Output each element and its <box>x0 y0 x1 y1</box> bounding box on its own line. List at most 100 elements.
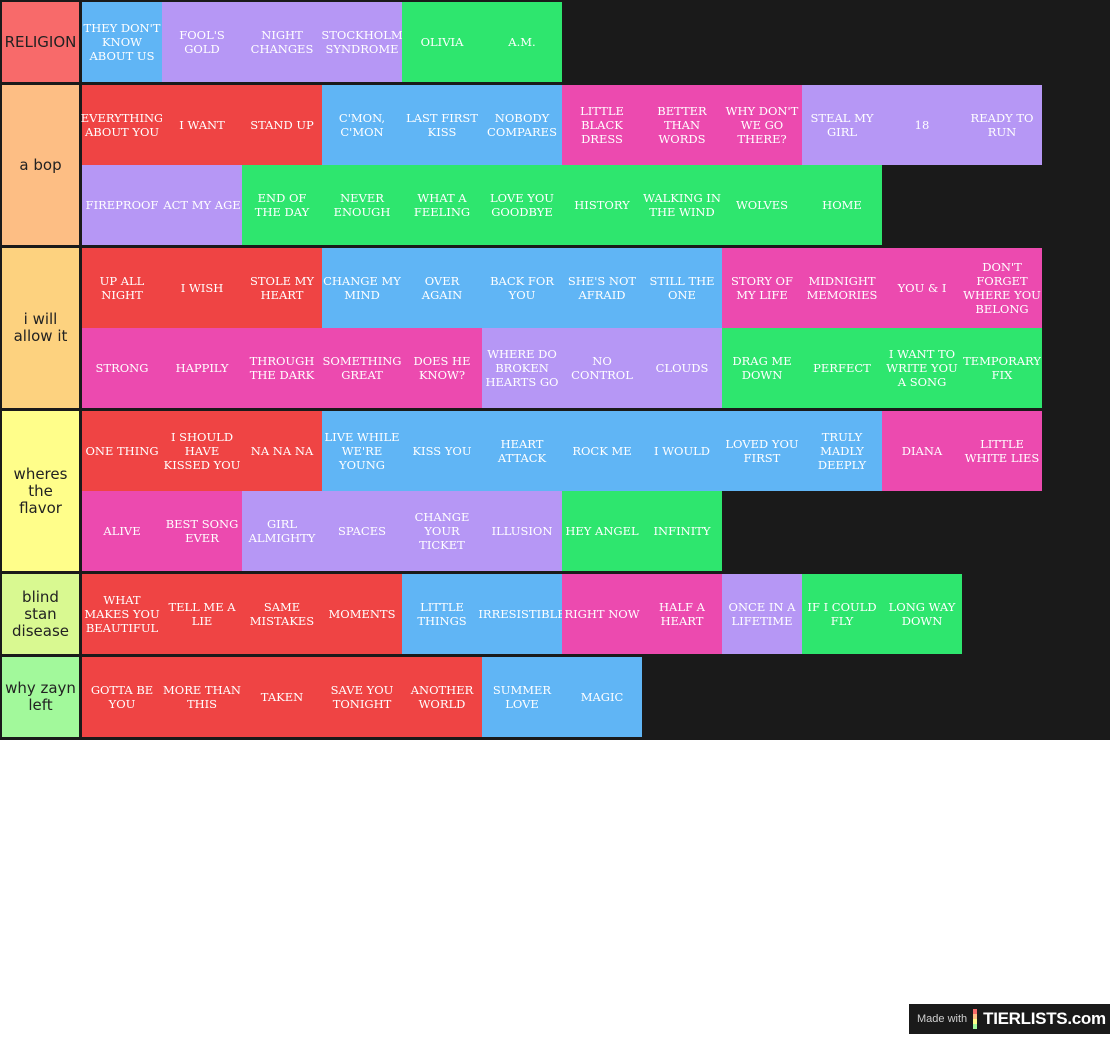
tier-item[interactable]: ILLUSION <box>482 491 562 571</box>
tier-label[interactable]: why zayn left <box>0 657 82 737</box>
tier-item[interactable]: LIVE WHILE WE'RE YOUNG <box>322 411 402 491</box>
tier-item[interactable]: LOVED YOU FIRST <box>722 411 802 491</box>
tier-item[interactable]: WHY DON'T WE GO THERE? <box>722 85 802 165</box>
tier-item[interactable]: HEART ATTACK <box>482 411 562 491</box>
tier-item[interactable]: OLIVIA <box>402 2 482 82</box>
tier-item[interactable]: FOOL'S GOLD <box>162 2 242 82</box>
tier-item[interactable]: MIDNIGHT MEMORIES <box>802 248 882 328</box>
tier-item[interactable]: LONG WAY DOWN <box>882 574 962 654</box>
tier-item[interactable]: DRAG ME DOWN <box>722 328 802 408</box>
tier-item[interactable]: MOMENTS <box>322 574 402 654</box>
tier-item[interactable]: ONCE IN A LIFETIME <box>722 574 802 654</box>
tier-item[interactable]: FIREPROOF <box>82 165 162 245</box>
tier-item[interactable]: IRRESISTIBLE <box>478 574 566 654</box>
tier-item[interactable]: A.M. <box>482 2 562 82</box>
tier-item[interactable]: CLOUDS <box>642 328 722 408</box>
tier-list: RELIGION THEY DON'T KNOW ABOUT US FOOL'S G… <box>0 0 1110 740</box>
tier-item[interactable]: LOVE YOU GOODBYE <box>482 165 562 245</box>
tier-item[interactable]: WHERE DO BROKEN HEARTS GO <box>482 328 562 408</box>
tier-item[interactable]: C'MON, C'MON <box>322 85 402 165</box>
tier-label[interactable]: i will allow it <box>0 248 82 408</box>
tier-item[interactable]: LITTLE WHITE LIES <box>962 411 1042 491</box>
tier-item[interactable]: END OF THE DAY <box>242 165 322 245</box>
tier-item[interactable]: ANOTHER WORLD <box>402 657 482 737</box>
tier-item[interactable]: I WANT TO WRITE YOU A SONG <box>882 328 962 408</box>
tier-item[interactable]: OVER AGAIN <box>402 248 482 328</box>
tier-item[interactable]: IF I COULD FLY <box>802 574 882 654</box>
tier-item[interactable]: SOMETHING GREAT <box>322 328 402 408</box>
tier-item[interactable]: NEVER ENOUGH <box>322 165 402 245</box>
tier-item[interactable]: WHAT MAKES YOU BEAUTIFUL <box>82 574 162 654</box>
tier-item[interactable]: KISS YOU <box>402 411 482 491</box>
tier-item[interactable]: THEY DON'T KNOW ABOUT US <box>82 2 162 82</box>
tier-item[interactable]: NIGHT CHANGES <box>242 2 322 82</box>
tier-item[interactable]: SPACES <box>322 491 402 571</box>
tier-item-row: UP ALL NIGHT I WISH STOLE MY HEART CHANGE M… <box>82 248 1107 328</box>
tier-item[interactable]: WOLVES <box>722 165 802 245</box>
tier-item[interactable]: DIANA <box>882 411 962 491</box>
tier-item[interactable]: CHANGE MY MIND <box>322 248 402 328</box>
tier-item[interactable]: SAME MISTAKES <box>242 574 322 654</box>
tier-item[interactable]: MAGIC <box>562 657 642 737</box>
tier-item[interactable]: ROCK ME <box>562 411 642 491</box>
tier-item[interactable]: STOLE MY HEART <box>242 248 322 328</box>
tier-item[interactable]: GIRL ALMIGHTY <box>242 491 322 571</box>
made-with-watermark[interactable]: Made with TIERLISTS.com <box>909 1004 1110 1034</box>
tier-item[interactable]: GOTTA BE YOU <box>82 657 162 737</box>
tier-item[interactable]: STOCKHOLM SYNDROME <box>321 2 403 82</box>
tier-item[interactable]: EVERYTHING ABOUT YOU <box>81 85 163 165</box>
tier-item[interactable]: ALIVE <box>82 491 162 571</box>
tier-item[interactable]: TRULY MADLY DEEPLY <box>802 411 882 491</box>
tier-label[interactable]: RELIGION <box>0 2 82 82</box>
tier-item[interactable]: MORE THAN THIS <box>162 657 242 737</box>
tier-item[interactable]: STILL THE ONE <box>642 248 722 328</box>
tier-item[interactable]: I SHOULD HAVE KISSED YOU <box>162 411 242 491</box>
tier-item[interactable]: I WANT <box>162 85 242 165</box>
tier-item[interactable]: HEY ANGEL <box>562 491 642 571</box>
tier-item[interactable]: HAPPILY <box>162 328 242 408</box>
tier-item[interactable]: STAND UP <box>242 85 322 165</box>
tier-item[interactable]: I WOULD <box>642 411 722 491</box>
tier-item[interactable]: RIGHT NOW <box>562 574 642 654</box>
tier-item[interactable]: TEMPORARY FIX <box>962 328 1042 408</box>
tier-item[interactable]: 18 <box>882 85 962 165</box>
tier-item[interactable]: WALKING IN THE WIND <box>642 165 722 245</box>
tier-item[interactable]: READY TO RUN <box>962 85 1042 165</box>
tier-item[interactable]: STEAL MY GIRL <box>802 85 882 165</box>
tier-item[interactable]: PERFECT <box>802 328 882 408</box>
tier-item[interactable]: STRONG <box>82 328 162 408</box>
tier-item[interactable]: WHAT A FEELING <box>402 165 482 245</box>
tier-item[interactable]: LITTLE THINGS <box>402 574 482 654</box>
tier-item[interactable]: BACK FOR YOU <box>482 248 562 328</box>
tier-item[interactable]: SHE'S NOT AFRAID <box>562 248 642 328</box>
tier-item[interactable]: BETTER THAN WORDS <box>642 85 722 165</box>
tier-item[interactable]: TELL ME A LIE <box>162 574 242 654</box>
tier-item[interactable]: HOME <box>802 165 882 245</box>
tier-item[interactable]: UP ALL NIGHT <box>82 248 162 328</box>
tier-item[interactable]: CHANGE YOUR TICKET <box>402 491 482 571</box>
tier-item[interactable]: ACT MY AGE <box>162 165 242 245</box>
tier-item[interactable]: ONE THING <box>82 411 162 491</box>
tier-item[interactable]: NA NA NA <box>242 411 322 491</box>
tier-item[interactable]: STORY OF MY LIFE <box>722 248 802 328</box>
tier-label[interactable]: wheres the flavor <box>0 411 82 571</box>
tier-label[interactable]: blind stan disease <box>0 574 82 654</box>
tier-item[interactable]: LITTLE BLACK DRESS <box>562 85 642 165</box>
tier-item[interactable]: DOES HE KNOW? <box>402 328 482 408</box>
tier-item[interactable]: BEST SONG EVER <box>162 491 242 571</box>
tier-item[interactable]: INFINITY <box>642 491 722 571</box>
tier-item[interactable]: HISTORY <box>562 165 642 245</box>
tier-item[interactable]: LAST FIRST KISS <box>402 85 482 165</box>
tier-item[interactable]: NO CONTROL <box>562 328 642 408</box>
tier-item-row: ONE THING I SHOULD HAVE KISSED YOU NA NA N… <box>82 411 1107 491</box>
tier-item[interactable]: I WISH <box>162 248 242 328</box>
tier-item[interactable]: YOU & I <box>882 248 962 328</box>
tier-item[interactable]: TAKEN <box>242 657 322 737</box>
tier-item[interactable]: SUMMER LOVE <box>482 657 562 737</box>
tier-item[interactable]: NOBODY COMPARES <box>482 85 562 165</box>
tier-item[interactable]: THROUGH THE DARK <box>242 328 322 408</box>
tier-item[interactable]: SAVE YOU TONIGHT <box>322 657 402 737</box>
tier-item[interactable]: DON'T FORGET WHERE YOU BELONG <box>962 248 1042 328</box>
tier-item[interactable]: HALF A HEART <box>642 574 722 654</box>
tier-label[interactable]: a bop <box>0 85 82 245</box>
